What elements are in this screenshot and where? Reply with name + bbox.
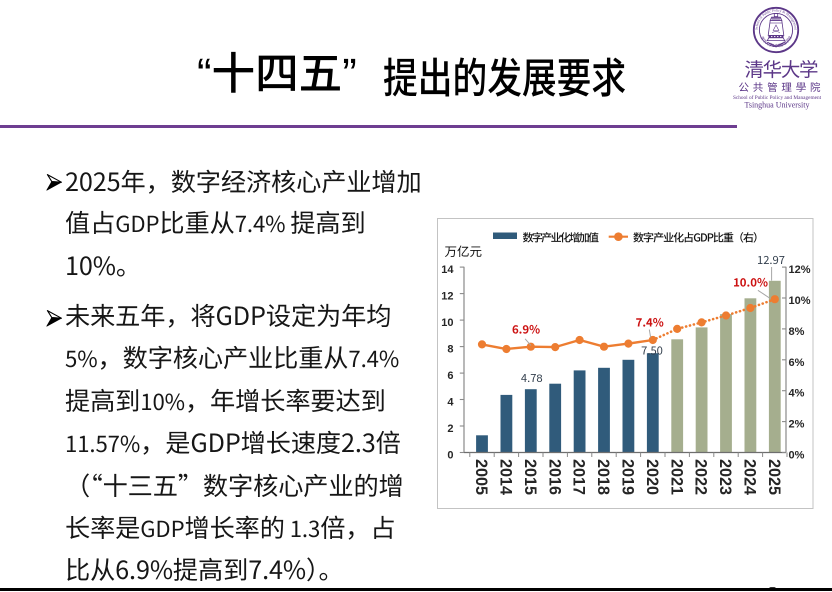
- svg-text:2019: 2019: [619, 459, 637, 495]
- svg-text:2021: 2021: [667, 459, 685, 495]
- svg-text:2016: 2016: [545, 459, 563, 495]
- svg-text:0%: 0%: [789, 450, 805, 462]
- svg-text:6.9%: 6.9%: [512, 322, 540, 338]
- svg-text:0: 0: [447, 450, 453, 462]
- svg-text:4.78: 4.78: [521, 370, 543, 386]
- svg-text:2005: 2005: [472, 459, 490, 495]
- svg-text:7.4%: 7.4%: [636, 314, 664, 330]
- svg-text:清华大学: 清华大学: [745, 54, 819, 83]
- svg-text:6: 6: [447, 370, 453, 382]
- svg-text:2022: 2022: [692, 459, 710, 495]
- svg-text:2020: 2020: [643, 459, 661, 495]
- svg-text:2: 2: [447, 423, 453, 435]
- svg-text:Tsinghua University: Tsinghua University: [745, 101, 810, 110]
- svg-text:2023: 2023: [716, 459, 734, 495]
- svg-text:10%: 10%: [789, 295, 811, 307]
- svg-text:12: 12: [441, 291, 453, 303]
- svg-text:10: 10: [441, 317, 453, 329]
- svg-text:School of Public Policy and Ma: School of Public Policy and Management: [733, 94, 822, 101]
- svg-text:14: 14: [441, 264, 454, 276]
- svg-text:6%: 6%: [789, 357, 805, 369]
- svg-text:2015: 2015: [521, 459, 539, 495]
- svg-text:2025: 2025: [765, 459, 783, 495]
- svg-text:10.0%: 10.0%: [733, 275, 768, 291]
- svg-text:4: 4: [447, 397, 454, 409]
- svg-text:12%: 12%: [789, 264, 811, 276]
- svg-text:2%: 2%: [789, 419, 805, 431]
- svg-text:万亿元: 万亿元: [445, 241, 483, 260]
- svg-text:4%: 4%: [789, 388, 805, 400]
- svg-text:2014: 2014: [497, 459, 515, 495]
- svg-text:数字产业化增加值: 数字产业化增加值: [523, 229, 600, 245]
- svg-text:数字产业化占GDP比重（右）: 数字产业化占GDP比重（右）: [633, 229, 764, 245]
- svg-text:7.50: 7.50: [641, 343, 663, 359]
- svg-text:2024: 2024: [741, 459, 759, 495]
- svg-text:8%: 8%: [789, 326, 805, 338]
- svg-text:8: 8: [447, 344, 453, 356]
- svg-text:12.97: 12.97: [757, 252, 785, 268]
- svg-text:2017: 2017: [570, 459, 588, 495]
- svg-text:2018: 2018: [594, 459, 612, 495]
